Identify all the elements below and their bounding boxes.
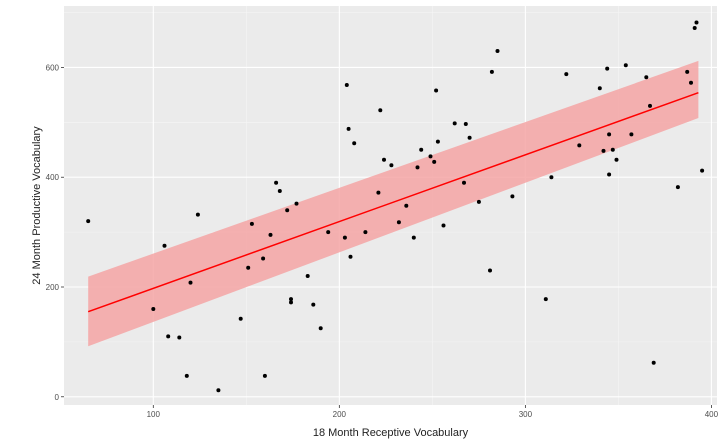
data-point [597, 86, 602, 91]
data-point [411, 235, 416, 240]
data-point [195, 212, 200, 217]
data-point [651, 360, 656, 365]
data-point [389, 163, 394, 168]
x-tick-label: 200 [333, 410, 347, 419]
x-axis: 100 200 300 400 [147, 405, 719, 419]
data-point [434, 88, 439, 93]
data-point [463, 122, 468, 126]
y-tick-label: 600 [46, 63, 60, 72]
data-point [495, 49, 500, 53]
data-point [607, 132, 612, 137]
y-axis-title: 24 Month Productive Vocabulary [31, 126, 43, 285]
x-tick-label: 100 [147, 410, 161, 419]
data-point [510, 194, 515, 199]
data-point [318, 326, 323, 331]
data-point [294, 201, 299, 206]
y-axis: 0 200 400 600 [46, 63, 64, 402]
data-point [289, 297, 293, 302]
data-point [489, 69, 494, 74]
confidence-band [88, 60, 699, 347]
data-points [86, 20, 705, 393]
data-point [467, 135, 472, 140]
data-point [694, 20, 699, 25]
data-point [675, 185, 680, 190]
data-point [549, 175, 554, 180]
data-point [289, 300, 293, 305]
data-point [246, 265, 251, 270]
data-point [261, 256, 266, 261]
data-point [326, 230, 331, 235]
data-point [311, 302, 316, 307]
data-point [428, 154, 433, 159]
confidence-band-layer [88, 60, 699, 347]
data-point [262, 373, 267, 378]
data-point [614, 157, 619, 162]
y-tick-label: 400 [46, 173, 60, 182]
data-point [685, 69, 690, 74]
data-point [432, 159, 437, 164]
data-point [419, 147, 424, 152]
data-point [305, 274, 310, 278]
data-point [476, 199, 481, 204]
data-point [644, 75, 649, 80]
data-point [382, 157, 386, 162]
data-point [352, 141, 357, 146]
data-point [274, 180, 279, 185]
data-point [441, 223, 446, 228]
y-tick-label: 0 [55, 393, 60, 402]
data-point [346, 126, 351, 131]
data-point [488, 268, 492, 273]
data-point [629, 132, 634, 137]
data-point [601, 148, 606, 153]
data-point [348, 254, 353, 259]
data-point [415, 165, 420, 170]
data-point [610, 147, 615, 152]
data-point [188, 280, 193, 285]
data-point [166, 334, 171, 339]
data-point [177, 335, 182, 340]
data-point [363, 230, 368, 235]
data-point [344, 83, 349, 87]
data-point [216, 388, 221, 393]
x-tick-label: 400 [705, 410, 719, 419]
regression-line-layer [87, 92, 699, 313]
y-tick-label: 200 [46, 283, 60, 292]
data-point [452, 121, 457, 126]
data-point [376, 190, 381, 195]
data-point [184, 373, 189, 378]
data-point [378, 108, 383, 113]
data-point [648, 103, 652, 108]
data-point [249, 221, 254, 226]
data-point [623, 63, 628, 68]
regression-line [87, 92, 699, 313]
data-point [86, 219, 91, 224]
data-point [277, 189, 282, 193]
data-point [689, 80, 693, 85]
data-point [607, 172, 612, 177]
data-point [564, 72, 569, 77]
data-point [577, 143, 582, 148]
data-point [404, 203, 409, 208]
data-point [605, 66, 610, 71]
data-point [285, 208, 290, 213]
data-point [342, 235, 347, 240]
data-point [151, 307, 156, 311]
x-axis-title: 18 Month Receptive Vocabulary [313, 427, 469, 439]
data-point [462, 180, 466, 185]
data-point [543, 297, 548, 302]
data-point [396, 220, 401, 225]
data-point [692, 26, 697, 30]
x-tick-label: 300 [519, 410, 533, 419]
data-point [238, 316, 243, 321]
data-point [435, 139, 440, 144]
data-point [268, 232, 273, 237]
data-point [162, 243, 167, 248]
data-point [700, 168, 705, 173]
